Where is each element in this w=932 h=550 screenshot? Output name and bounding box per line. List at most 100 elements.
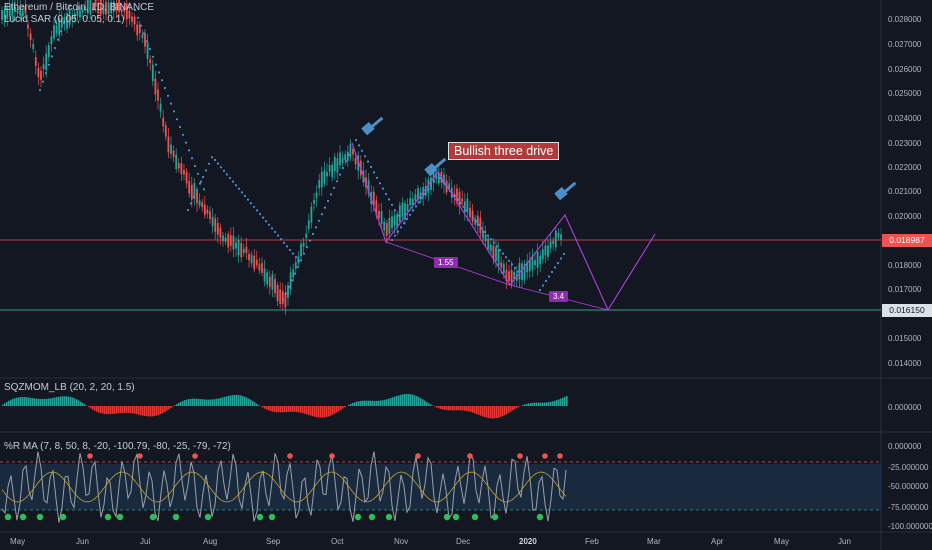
- sar-dot: [41, 80, 45, 83]
- sar-indicator-label[interactable]: Lucid SAR (0.05, 0.05, 0.1): [4, 14, 125, 25]
- squeeze-bar: [210, 399, 212, 406]
- candle-body: [305, 233, 308, 238]
- pattern-label[interactable]: Bullish three drive: [448, 142, 560, 160]
- candle-body: [162, 117, 165, 127]
- price-tick: 0.018000: [888, 261, 922, 270]
- price-tick: 0.028000: [888, 15, 922, 24]
- candle-body: [336, 158, 339, 173]
- ratio-label-1[interactable]: 1.55: [434, 257, 458, 268]
- sar-dot: [338, 173, 342, 176]
- squeeze-bar: [500, 406, 502, 417]
- sar-dot: [414, 205, 418, 208]
- three-drive-pattern[interactable]: [351, 142, 656, 312]
- squeeze-bar: [544, 402, 546, 406]
- sar-dot: [408, 213, 412, 216]
- squeeze-bar: [74, 398, 76, 406]
- squeeze-bar: [522, 405, 524, 406]
- candle-body: [502, 263, 505, 274]
- sar-dot: [222, 169, 226, 172]
- candle-body: [219, 227, 222, 238]
- squeeze-bar: [412, 394, 414, 406]
- squeeze-bar: [222, 397, 224, 406]
- squeeze-bar: [82, 402, 84, 406]
- time-axis[interactable]: May Jun Jul Aug Sep Oct Nov Dec 2020 Feb…: [10, 537, 851, 546]
- sar-dot: [381, 187, 385, 190]
- candle-body: [203, 204, 206, 216]
- squeeze-bar: [286, 406, 288, 413]
- candle-body: [79, 10, 81, 18]
- squeeze-bar: [314, 406, 316, 417]
- candle-body: [346, 151, 349, 161]
- squeeze-bar: [244, 396, 246, 406]
- candle-body: [24, 5, 27, 14]
- sar-dot: [187, 149, 191, 152]
- candle-body: [63, 17, 66, 24]
- squeeze-bar: [552, 401, 554, 406]
- candle-body: [146, 42, 149, 59]
- squeeze-bar: [198, 398, 200, 406]
- squeeze-bar: [328, 406, 330, 417]
- candle-body: [560, 234, 562, 240]
- sar-dot: [453, 194, 457, 198]
- oversold-marker: [172, 513, 180, 521]
- candle-body: [513, 271, 516, 280]
- candle-body: [487, 238, 490, 250]
- squeeze-bar: [56, 397, 58, 406]
- squeeze-bar: [482, 406, 484, 417]
- squeeze-bar: [38, 398, 40, 406]
- squeeze-bar: [120, 406, 122, 414]
- ratio-label-2[interactable]: 3.4: [549, 291, 569, 302]
- squeeze-bar: [370, 400, 372, 406]
- squeeze-bar: [114, 406, 116, 414]
- symbol-title[interactable]: Ethereum / Bitcoin, 1D, BINANCE: [4, 2, 155, 13]
- sar-dot: [538, 288, 542, 292]
- sar-dot: [411, 209, 415, 212]
- squeeze-bar: [484, 406, 486, 418]
- squeeze-bar: [66, 396, 68, 406]
- squeeze-bar: [318, 406, 320, 418]
- squeeze-bar: [98, 406, 100, 413]
- sar-dot: [204, 169, 208, 172]
- sar-dot: [213, 158, 217, 162]
- williams-indicator-label[interactable]: %R MA (7, 8, 50, 8, -20, -100.79, -80, -…: [4, 441, 231, 452]
- sar-dot: [320, 213, 324, 216]
- sar-dot: [190, 157, 194, 160]
- squeeze-bar: [16, 397, 18, 406]
- squeeze-indicator-label[interactable]: SQZMOM_LB (20, 2, 20, 1.5): [4, 382, 135, 393]
- candle-body: [154, 78, 157, 95]
- sar-dot: [258, 212, 262, 216]
- sar-dot: [390, 203, 394, 206]
- squeeze-bar: [266, 406, 268, 410]
- williams-tick: -25.000000: [888, 463, 929, 472]
- sar-dot: [207, 162, 211, 165]
- squeeze-bar: [400, 394, 402, 406]
- sar-dot: [44, 72, 48, 75]
- candle-body: [86, 0, 89, 14]
- candle-body: [71, 16, 74, 20]
- sar-dot: [210, 156, 214, 159]
- sar-dot: [544, 279, 548, 283]
- squeeze-bar: [126, 406, 128, 413]
- candle-body: [495, 247, 497, 261]
- squeeze-bar: [214, 399, 216, 406]
- candle-body: [133, 16, 136, 25]
- candle-body: [29, 33, 32, 40]
- sar-dot: [393, 209, 397, 212]
- squeeze-bar: [252, 401, 254, 406]
- williams-ma-line: [1, 471, 567, 503]
- oversold-marker: [104, 513, 112, 521]
- candle-body: [391, 216, 393, 229]
- oversold-marker: [268, 513, 276, 521]
- candle-body: [307, 220, 310, 230]
- overbought-marker: [137, 453, 143, 459]
- candle-body: [302, 242, 305, 247]
- sar-dot: [550, 270, 554, 274]
- price-axis[interactable]: 0.028000 0.027000 0.026000 0.025000 0.02…: [888, 15, 932, 531]
- sar-dot: [198, 182, 202, 185]
- oversold-marker: [471, 513, 479, 521]
- squeeze-bar: [410, 394, 412, 406]
- squeeze-bar: [292, 406, 294, 412]
- squeeze-bar: [118, 406, 120, 414]
- sar-dot: [387, 198, 391, 201]
